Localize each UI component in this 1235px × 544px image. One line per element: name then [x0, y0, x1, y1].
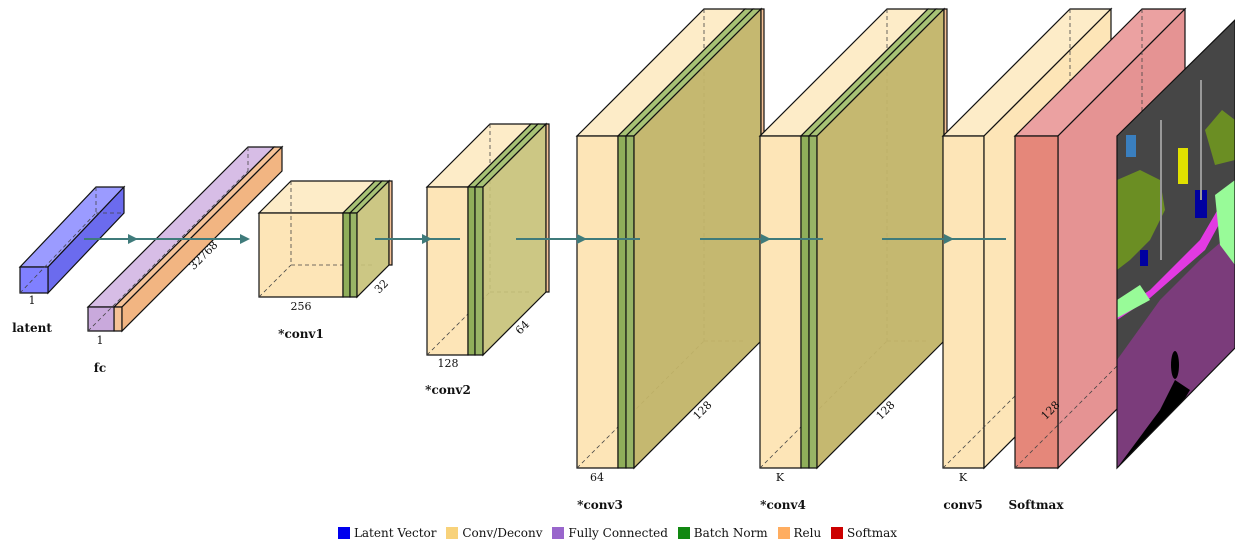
legend-swatch	[831, 527, 844, 539]
conv3-block	[575, 7, 765, 470]
legend-label: Fully Connected	[568, 526, 668, 540]
latent-dim-label: 1	[29, 294, 36, 307]
legend-swatch	[777, 527, 790, 539]
conv5-dim-label: K	[959, 471, 968, 484]
legend-item-bn: Batch Norm	[677, 526, 768, 540]
conv3-dim-label: 64	[590, 471, 604, 484]
legend-item-latent: Latent Vector	[337, 526, 437, 540]
softmax-caption: Softmax	[1008, 498, 1064, 512]
network-diagram: 1 1 32768 256 32 128 64 64 128 K 128 K 1…	[12, 7, 1235, 512]
conv1-dim-label: 256	[291, 300, 312, 313]
legend-swatch	[677, 527, 690, 539]
legend-label: Latent Vector	[353, 526, 437, 540]
conv4-block	[758, 7, 948, 470]
conv4-caption: *conv4	[760, 498, 806, 512]
legend-swatch	[446, 527, 459, 539]
legend-label: Softmax	[847, 526, 898, 540]
segmentation-map-image	[1116, 19, 1235, 470]
legend: Latent Vector Conv/Deconv Fully Connecte…	[0, 526, 1235, 542]
legend-swatch	[552, 527, 565, 539]
legend-item-softmax: Softmax	[831, 526, 897, 540]
legend-item-conv: Conv/Deconv	[446, 526, 543, 540]
latent-caption: latent	[12, 321, 52, 335]
conv2-block	[425, 122, 550, 357]
legend-swatch	[337, 527, 350, 539]
conv3-caption: *conv3	[577, 498, 623, 512]
legend-label: Relu	[793, 526, 822, 540]
legend-item-relu: Relu	[777, 526, 822, 540]
fc-dim-label: 1	[97, 334, 104, 347]
conv4-dim-label: K	[776, 471, 785, 484]
conv5-caption: conv5	[943, 498, 982, 512]
conv1-block	[257, 179, 393, 299]
conv2-dim-label: 128	[438, 357, 459, 370]
conv1-caption: *conv1	[278, 327, 324, 341]
conv2-caption: *conv2	[425, 383, 471, 397]
fc-caption: fc	[94, 361, 106, 375]
legend-item-fc: Fully Connected	[552, 526, 668, 540]
legend-label: Conv/Deconv	[462, 526, 543, 540]
legend-label: Batch Norm	[693, 526, 768, 540]
